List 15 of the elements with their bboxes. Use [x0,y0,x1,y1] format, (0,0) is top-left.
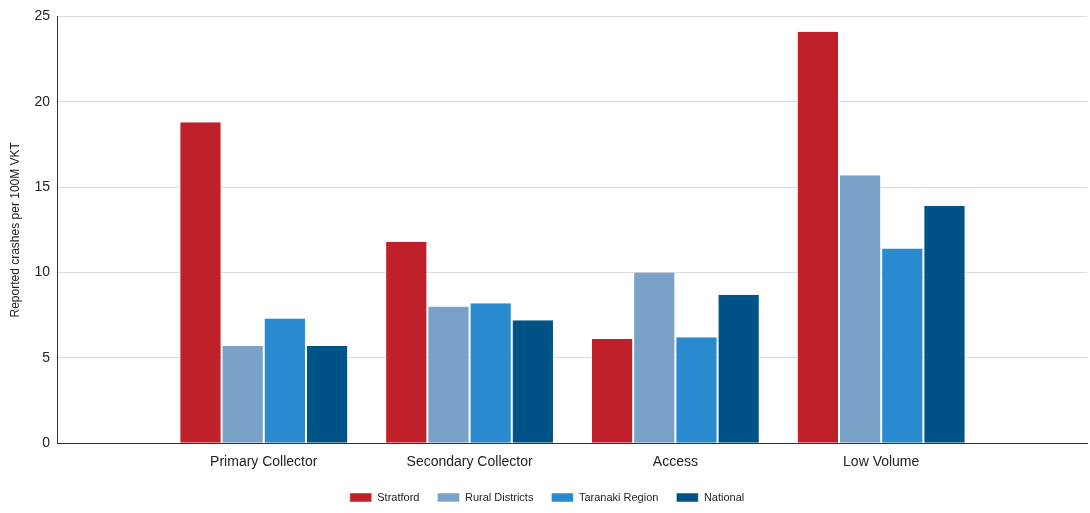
x-tick-label: Primary Collector [210,453,318,470]
y-tick-label: 15 [34,177,51,194]
legend-label: Stratford [377,490,420,503]
y-tick-label: 0 [42,434,51,451]
y-tick-label: 5 [42,348,51,365]
legend-label: Rural Districts [464,490,534,503]
y-tick-label: 25 [34,7,51,24]
x-tick-label: Low Volume [843,453,920,470]
x-tick-label: Access [652,453,698,470]
y-axis-title: Reported crashes per 100M VKT [7,141,22,318]
legend-label: National [703,490,745,503]
y-tick-label: 10 [34,263,51,280]
x-tick-label: Secondary Collector [406,453,533,470]
y-tick-label: 20 [34,92,51,109]
legend-label: Taranaki Region [578,490,659,503]
